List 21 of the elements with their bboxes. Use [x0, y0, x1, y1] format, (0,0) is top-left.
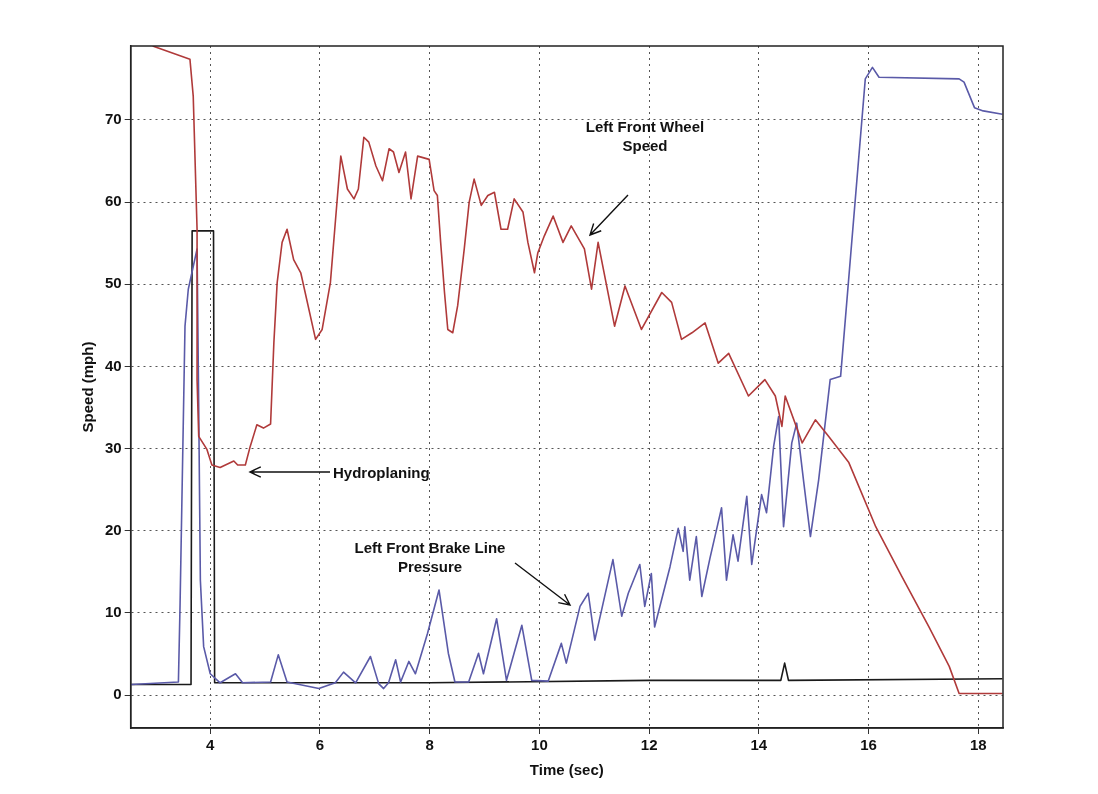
x-axis-title: Time (sec) [529, 761, 604, 779]
y-tick-label: 40 [105, 356, 122, 374]
x-tick-label: 8 [425, 736, 434, 754]
y-tick-label: 70 [105, 110, 122, 128]
y-tick-label: 30 [105, 438, 122, 456]
y-tick-label: 60 [105, 192, 122, 210]
x-tick-label: 14 [750, 736, 768, 754]
x-tick-label: 18 [969, 736, 987, 754]
x-tick-label: 16 [860, 736, 877, 754]
annotation: Hydroplaning [333, 463, 431, 482]
x-tick-label: 10 [531, 736, 548, 754]
y-tick-label: 50 [105, 274, 122, 292]
x-tick-label: 4 [206, 736, 216, 754]
y-axis-title: Speed (mph) [79, 341, 97, 433]
y-tick-label: 0 [113, 685, 122, 703]
annotation: Left Front Brake Line Pressure [353, 538, 507, 576]
x-tick-label: 12 [640, 736, 658, 754]
annotation: Left Front Wheel Speed [585, 117, 705, 155]
y-tick-label: 10 [105, 603, 122, 621]
x-tick-label: 6 [315, 736, 325, 754]
y-tick-label: 20 [105, 520, 122, 538]
